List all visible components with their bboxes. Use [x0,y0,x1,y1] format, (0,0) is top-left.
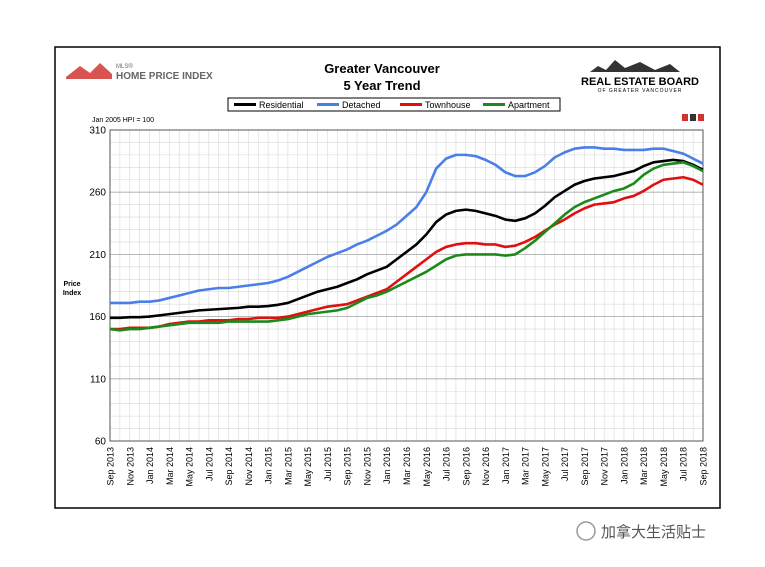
y-tick-label: 110 [90,374,106,385]
x-tick-label: May 2017 [540,447,550,487]
watermark-icon [576,521,596,541]
badge [682,114,688,121]
x-tick-label: Mar 2015 [283,447,293,485]
chart-title: Greater Vancouver [324,61,440,76]
x-tick-label: May 2015 [303,447,313,487]
y-tick-label: 260 [89,188,106,199]
logo-skyline [590,60,680,72]
chart-subtitle: 5 Year Trend [343,78,420,93]
x-tick-label: Mar 2014 [165,447,175,485]
x-tick-label: Jul 2017 [560,447,570,481]
x-tick-label: Nov 2016 [481,447,491,486]
x-tick-label: Nov 2015 [362,447,372,486]
legend-label: Residential [259,100,304,110]
x-tick-label: Jan 2017 [501,447,511,484]
logo-hpi: HOME PRICE INDEX [116,71,213,82]
x-tick-label: Sep 2013 [106,447,116,486]
x-tick-label: Jul 2016 [442,447,452,481]
mls-badges [682,114,704,121]
logo-mls: MLS® [116,63,133,70]
x-tick-label: Jul 2018 [679,447,689,481]
x-tick-label: Mar 2017 [521,447,531,485]
badge [690,114,696,121]
y-tick-label: 310 [89,126,106,137]
x-tick-label: Jan 2014 [145,447,155,484]
x-tick-label: Jul 2014 [204,447,214,481]
y-label: Index [63,290,81,297]
x-tick-label: May 2016 [422,447,432,487]
y-tick-label: 60 [95,437,107,448]
x-tick-label: Mar 2018 [639,447,649,485]
x-tick-label: Jan 2018 [619,447,629,484]
watermark: 加拿大生活贴士 [601,523,706,541]
legend: Residential Detached Townhouse Apartment [227,97,561,112]
x-tick-label: Sep 2015 [343,447,353,486]
x-tick-label: Sep 2016 [461,447,471,486]
legend-box [227,97,561,112]
badge [698,114,704,121]
logo-reb: REAL ESTATE BOARD [581,76,699,88]
y-label: Price [63,281,80,288]
note: Jan 2005 HPI = 100 [92,117,154,124]
x-tick-label: Jul 2015 [323,447,333,481]
legend-label: Apartment [508,100,550,110]
x-tick-label: Sep 2014 [224,447,234,486]
x-tick-label: Sep 2018 [699,447,709,486]
y-tick-label: 160 [89,312,106,323]
x-tick-label: Nov 2017 [600,447,610,486]
x-tick-label: Jan 2015 [264,447,274,484]
plot-border [109,129,704,442]
x-tick-label: Jan 2016 [382,447,392,484]
logo-roof [66,63,112,79]
x-tick-label: May 2018 [659,447,669,487]
x-tick-label: Sep 2017 [580,447,590,486]
x-tick-label: Nov 2014 [244,447,254,486]
legend-label: Detached [342,100,381,110]
logo-right: REAL ESTATE BOARD OF GREATER VANCOUVER [581,60,699,94]
logo-gv: OF GREATER VANCOUVER [598,88,683,94]
x-tick-label: Nov 2013 [125,447,135,486]
series-line [110,175,704,331]
series-line [110,146,704,305]
series-line [109,161,704,332]
legend-label: Townhouse [425,100,471,110]
x-tick-label: Mar 2016 [402,447,412,485]
logo-left: MLS® HOME PRICE INDEX [66,63,213,82]
x-tick-label: May 2014 [185,447,195,487]
series-line [110,158,704,320]
y-tick-label: 210 [89,250,106,261]
